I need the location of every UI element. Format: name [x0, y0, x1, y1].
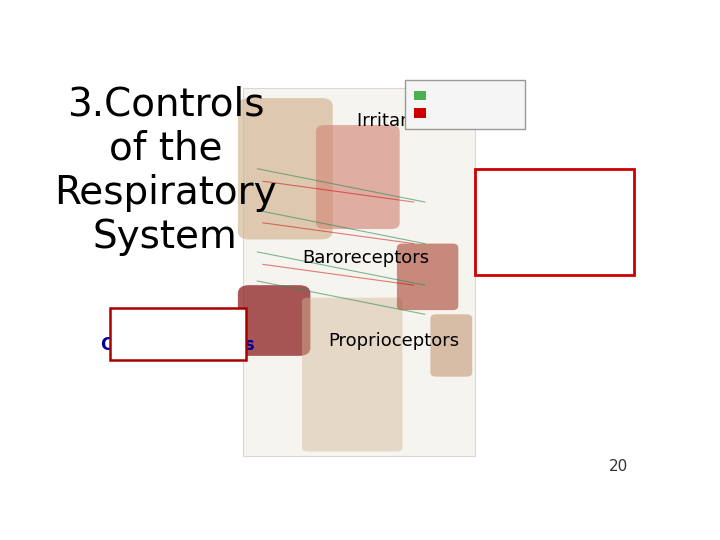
FancyBboxPatch shape	[397, 244, 459, 310]
FancyBboxPatch shape	[243, 87, 475, 456]
Text: Sensory inputs to
respiratory center: Sensory inputs to respiratory center	[430, 85, 506, 105]
Text: 20: 20	[609, 460, 629, 474]
Bar	[413, 109, 426, 118]
FancyBboxPatch shape	[238, 98, 333, 239]
Text: Internal
Chemoreceptors: Internal Chemoreceptors	[101, 314, 255, 354]
Bar	[413, 91, 426, 100]
FancyBboxPatch shape	[431, 314, 472, 377]
FancyBboxPatch shape	[109, 308, 246, 360]
FancyBboxPatch shape	[475, 168, 634, 275]
Text: Baroreceptors: Baroreceptors	[302, 249, 430, 267]
FancyBboxPatch shape	[238, 285, 310, 356]
FancyBboxPatch shape	[316, 125, 400, 229]
FancyBboxPatch shape	[302, 298, 402, 451]
Text: 3.Controls
of the
Respiratory
System: 3.Controls of the Respiratory System	[54, 85, 276, 255]
FancyBboxPatch shape	[405, 80, 526, 129]
Text: Proprioceptors: Proprioceptors	[328, 332, 459, 350]
Text: Motor outputs to
respiratory muscles: Motor outputs to respiratory muscles	[430, 103, 513, 123]
Text: Receptors
of other
Reflexes: Receptors of other Reflexes	[487, 181, 622, 262]
Text: Irritant receptors: Irritant receptors	[356, 112, 510, 130]
